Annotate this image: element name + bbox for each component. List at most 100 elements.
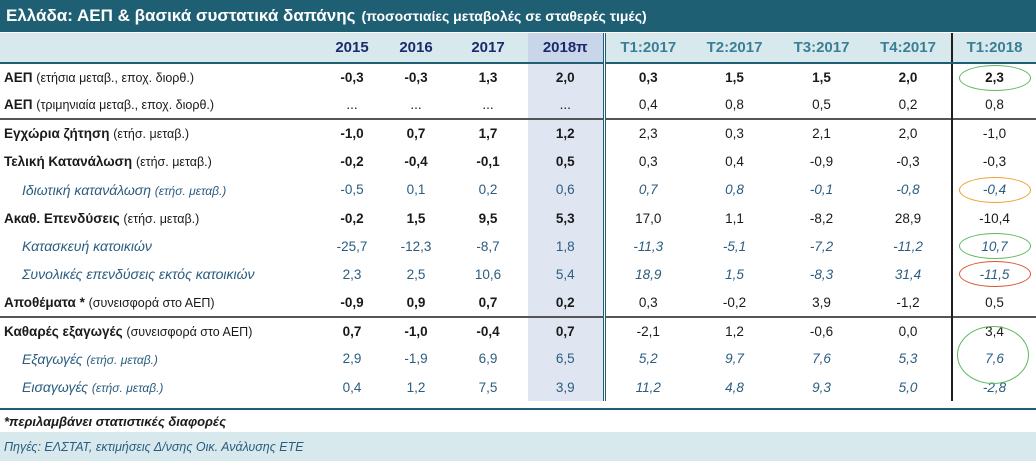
cell-year: -8,7	[476, 238, 500, 254]
row-label-note: (ετήσ. μεταβ.)	[123, 211, 200, 226]
cell-year: -0,3	[404, 70, 428, 86]
cell-year-forecast: 5,3	[528, 203, 604, 233]
header-year: 2015	[320, 33, 384, 64]
cell-latest-quarter: -10,4	[979, 210, 1010, 226]
header-quarter: Τ1:2017	[602, 33, 691, 64]
cell-quarter: 9,3	[812, 379, 831, 395]
cell-quarter: 7,6	[812, 351, 831, 367]
cell-quarter: -11,2	[865, 232, 953, 261]
cell-year-forecast: 1,8	[528, 232, 604, 261]
row-label-note: (ετήσ. μεταβ.)	[91, 381, 164, 396]
cell-year: -0,5	[340, 182, 364, 198]
cell-year: 0,7	[478, 294, 498, 310]
cell-quarter: -2,1	[602, 315, 691, 345]
highlight-circle-large	[957, 326, 1029, 384]
cell-quarter: 2,3	[602, 118, 691, 148]
header-quarter: Τ2:2017	[691, 33, 778, 64]
table-title: Ελλάδα: ΑΕΠ & βασικά συστατικά δαπάνης (…	[0, 0, 1036, 32]
table-row: Κατασκευή κατοικιών -25,7 -12,3 -8,7 1,8 -11,…	[0, 232, 1036, 261]
gdp-table: 2015 2016 2017 2018π Τ1:2017 Τ2:2017 Τ3:…	[0, 33, 1036, 402]
cell-quarter: 0,3	[602, 288, 691, 317]
header-latest-quarter: Τ1:2018	[952, 33, 1036, 64]
cell-year: -25,7	[336, 238, 368, 254]
row-label-main: Εισαγωγές	[22, 379, 89, 396]
cell-latest-quarter: 0,5	[985, 294, 1004, 310]
row-label-main: Καθαρές εξαγωγές	[4, 323, 123, 339]
cell-year: ...	[410, 97, 422, 113]
row-label-main: Ιδιωτική κατανάλωση	[22, 181, 152, 198]
cell-year: -0,4	[404, 154, 428, 170]
cell-quarter: 0,4	[602, 91, 691, 120]
row-label-note: (συνεισφορά στο ΑΕΠ)	[126, 324, 253, 339]
cell-quarter: 1,5	[812, 70, 831, 86]
cell-quarter: -0,2	[722, 294, 747, 310]
cell-quarter: -0,8	[865, 175, 953, 204]
cell-quarter: 9,7	[725, 351, 744, 367]
table-row: Αποθέματα * (συνεισφορά στο ΑΕΠ) -0,9 0,9 0…	[0, 288, 1036, 317]
row-label-note: (ετήσ. μεταβ.)	[154, 183, 227, 198]
cell-year: 1,5	[406, 210, 426, 226]
cell-quarter: 0,2	[865, 91, 953, 120]
cell-quarter: 1,5	[725, 266, 744, 282]
cell-year: 0,7	[320, 315, 384, 345]
cell-year: 1,7	[448, 118, 528, 148]
cell-year: 9,5	[478, 210, 498, 226]
cell-latest-quarter: -0,3	[982, 154, 1007, 170]
row-label-note: (ετήσια μεταβ., εποχ. διορθ.)	[36, 71, 194, 86]
cell-quarter: 0,8	[725, 182, 744, 198]
cell-year: 2,3	[342, 266, 362, 282]
cell-latest-quarter: -1,0	[952, 118, 1036, 148]
row-label-note: (τριμηνιαία μεταβ., εποχ. διορθ.)	[36, 98, 215, 113]
row-label: Εισαγωγές (ετήσ. μεταβ.)	[0, 373, 320, 401]
footnote: *περιλαμβάνει στατιστικές διαφορές	[0, 408, 1036, 432]
cell-year-forecast: ...	[528, 91, 604, 120]
cell-latest-value: 10,7	[981, 238, 1008, 254]
row-label: Ιδιωτική κατανάλωση (ετήσ. μεταβ.)	[0, 176, 320, 204]
cell-latest-quarter: -0,4	[952, 176, 1036, 204]
cell-year: 0,2	[478, 182, 498, 198]
cell-year: -0,3	[340, 70, 364, 86]
cell-year: ...	[346, 97, 358, 113]
cell-year: 1,3	[478, 70, 498, 86]
cell-year: -1,0	[320, 118, 384, 148]
header-year: 2017	[448, 33, 528, 64]
cell-quarter: 0,3	[602, 63, 691, 92]
cell-year-forecast: 2,0	[528, 63, 604, 92]
cell-quarter: 0,3	[602, 147, 691, 176]
cell-year: 0,1	[406, 182, 426, 198]
cell-latest-quarter: -11,5	[952, 260, 1036, 288]
row-label-main: Κατασκευή κατοικιών	[22, 238, 152, 255]
cell-quarter: -0,3	[865, 147, 953, 176]
highlight-circle	[958, 64, 1031, 91]
table-row: Εγχώρια ζήτηση (ετήσ. μεταβ.) -1,0 0,7 1,7 1…	[0, 118, 1036, 148]
table-title-sub: (ποσοστιαίες μεταβολές σε σταθερές τιμές…	[361, 8, 647, 24]
cell-quarter: 2,0	[865, 118, 953, 148]
cell-year: 1,2	[406, 379, 426, 395]
cell-quarter: 17,0	[602, 203, 691, 233]
row-label-main: Τελική Κατανάλωση	[4, 154, 133, 170]
cell-quarter: 0,8	[725, 97, 744, 113]
row-label-main: Συνολικές επενδύσεις εκτός κατοικιών	[22, 266, 255, 283]
cell-year: -0,9	[340, 294, 364, 310]
cell-quarter: 1,1	[725, 210, 744, 226]
row-label-main: Εξαγωγές	[22, 350, 83, 367]
cell-quarter: -0,9	[809, 154, 834, 170]
cell-year: 0,4	[342, 379, 362, 395]
cell-quarter: -8,3	[809, 266, 834, 282]
row-label: Καθαρές εξαγωγές (συνεισφορά στο ΑΕΠ)	[0, 315, 320, 345]
cell-quarter: 2,0	[865, 63, 953, 92]
cell-year-forecast: 0,6	[528, 175, 604, 204]
cell-latest-quarter: 2,3	[952, 63, 1036, 91]
table-title-main: Ελλάδα: ΑΕΠ & βασικά συστατικά δαπάνης	[6, 6, 356, 25]
highlight-circle	[958, 176, 1031, 203]
table-row: Ακαθ. Επενδύσεις (ετήσ. μεταβ.) -0,2 1,5 9,…	[0, 203, 1036, 233]
cell-year-forecast: 0,7	[528, 315, 604, 345]
cell-quarter: 3,9	[812, 294, 831, 310]
row-label: Εξαγωγές (ετήσ. μεταβ.)	[0, 345, 320, 373]
cell-year: 0,9	[406, 294, 426, 310]
cell-year: 10,6	[474, 266, 502, 282]
sources-note: Πηγές: ΕΛΣΤΑΤ, εκτιμήσεις Δ/νσης Οικ. Αν…	[0, 432, 1036, 461]
cell-quarter: -11,3	[602, 232, 691, 261]
cell-year: 6,9	[478, 351, 498, 367]
cell-quarter: 0,4	[725, 154, 744, 170]
